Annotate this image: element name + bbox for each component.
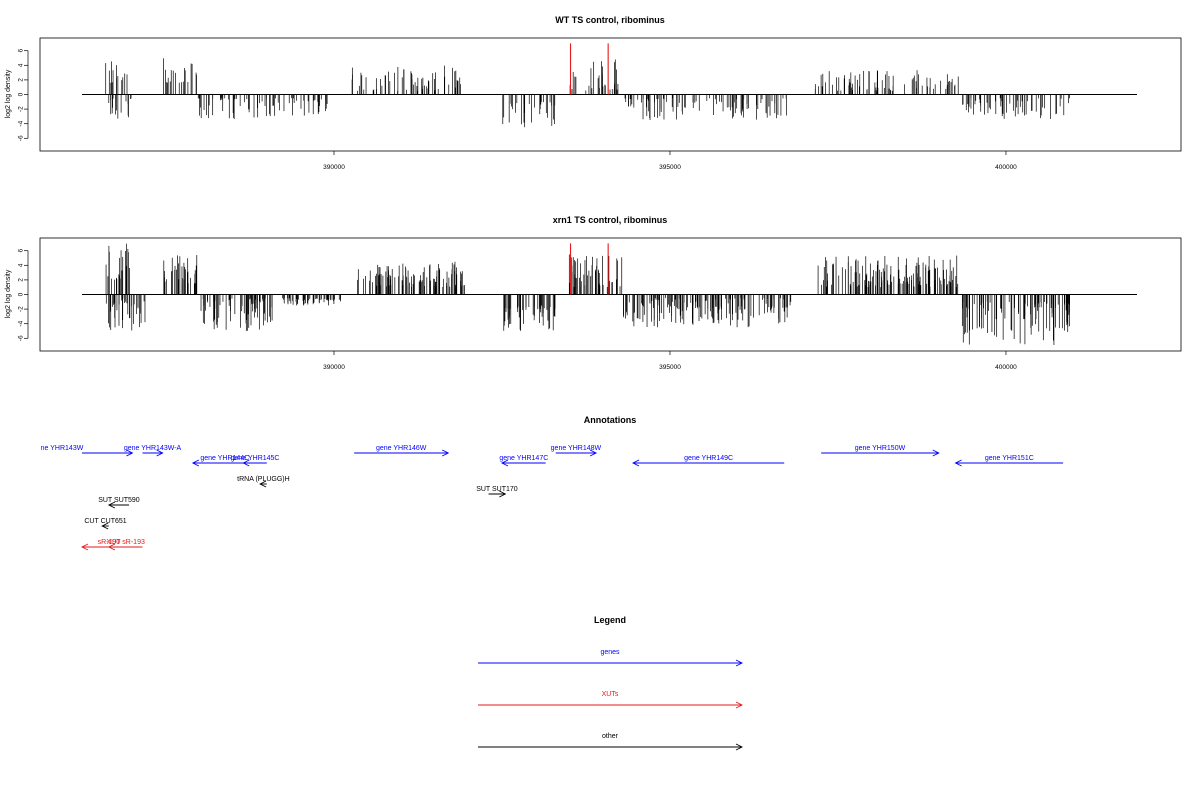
- xrn1-y-axis-label: log2 log density: [5, 269, 12, 318]
- annotation-feature: tRNA (PLUGG)H: [237, 476, 290, 488]
- annotation-feature: gene YHR150W: [821, 445, 940, 457]
- feature-label: gene YHR151C: [985, 455, 1034, 462]
- feature-label: gene YHR147C: [499, 455, 548, 462]
- legend: Legend genes XUTs other: [478, 615, 744, 751]
- y-tick-label: 2: [18, 278, 25, 282]
- xrn1-chart-panel: xrn1 TS control, ribominus log2 log dens…: [5, 215, 1182, 371]
- arrow-head: [954, 459, 962, 467]
- annotation-feature: gene YHR148W: [551, 445, 602, 457]
- feature-label: gene YHR148W: [551, 445, 602, 452]
- annotation-feature: XUT sR-193: [106, 539, 145, 551]
- x-tick-label: 400000: [995, 164, 1017, 171]
- legend-entry: other: [478, 733, 744, 751]
- feature-label: SUT SUT170: [476, 486, 518, 493]
- xrn1-highlight-lines: [569, 243, 609, 295]
- arrow-head: [107, 543, 116, 551]
- annotation-feature: SUT SUT170: [476, 486, 518, 498]
- arrow-head: [242, 459, 250, 467]
- y-tick-label: 6: [18, 49, 25, 53]
- y-tick-label: -4: [18, 320, 25, 326]
- legend-title: Legend: [594, 615, 626, 625]
- feature-label: gene YHR149C: [684, 455, 733, 462]
- y-tick-label: 2: [18, 78, 25, 82]
- wt-plot-frame: [39, 37, 1182, 152]
- legend-entry: genes: [478, 649, 744, 667]
- xrn1-plot-frame: [39, 237, 1182, 352]
- arrow-head: [932, 449, 940, 457]
- annotation-feature: gene YHR147C: [499, 455, 548, 467]
- annotation-feature: gene YHR145C: [231, 455, 280, 467]
- annotation-feature: gene YHR143W-A: [124, 445, 182, 457]
- y-tick-label: 0: [18, 92, 25, 96]
- feature-label: sR-190: [98, 539, 121, 546]
- annotation-feature: SUT SUT590: [98, 497, 140, 509]
- annotation-feature: ne YHR143W: [41, 445, 134, 457]
- legend-label: XUTs: [602, 691, 619, 698]
- wt-bars: [82, 58, 1137, 128]
- feature-label: gene YHR150W: [855, 445, 906, 452]
- legend-label: genes: [600, 649, 620, 656]
- x-tick-label: 390000: [323, 164, 345, 171]
- arrow-head: [499, 490, 507, 498]
- wt-x-axis: 390000 395000 400000: [323, 151, 1017, 171]
- annotations-track: Annotations ne YHR143W gene YHR143W-A gene…: [41, 415, 1064, 551]
- y-tick-label: -6: [18, 335, 25, 341]
- y-tick-label: 6: [18, 249, 25, 253]
- x-tick-label: 395000: [659, 364, 681, 371]
- annotation-feature: gene YHR149C: [632, 455, 785, 467]
- feature-label: gene YHR146W: [376, 445, 427, 452]
- feature-label: gene YHR143W-A: [124, 445, 182, 452]
- legend-arrow-head: [735, 701, 744, 709]
- wt-chart-panel: WT TS control, ribominus log2 log densit…: [5, 15, 1182, 171]
- feature-label: ne YHR143W: [41, 445, 84, 452]
- arrow-head: [259, 480, 267, 488]
- feature-label: SUT SUT590: [98, 497, 140, 504]
- feature-label: tRNA (PLUGG)H: [237, 476, 290, 483]
- arrow-head: [500, 459, 509, 467]
- y-tick-label: -2: [18, 106, 25, 112]
- x-tick-label: 390000: [323, 364, 345, 371]
- wt-highlight-lines: [569, 43, 609, 95]
- arrow-head: [589, 449, 598, 457]
- y-tick-label: -6: [18, 135, 25, 141]
- wt-y-axis: 6 4 2 0 -2 -4 -6: [18, 49, 29, 141]
- legend-label: other: [602, 733, 619, 740]
- annotation-feature: gene YHR146W: [354, 445, 450, 457]
- xrn1-chart-title: xrn1 TS control, ribominus: [553, 215, 668, 225]
- arrow-head: [101, 522, 109, 530]
- x-tick-label: 395000: [659, 164, 681, 171]
- legend-arrow-head: [735, 659, 744, 667]
- arrow-head: [156, 449, 164, 457]
- xrn1-bars: [82, 243, 1137, 346]
- x-tick-label: 400000: [995, 364, 1017, 371]
- annotations-title: Annotations: [584, 415, 637, 425]
- feature-label: CUT CUT651: [84, 518, 126, 525]
- y-tick-label: -2: [18, 306, 25, 312]
- feature-label: gene YHR144C: [200, 455, 249, 462]
- feature-label: XUT sR-193: [106, 539, 144, 546]
- arrow-head: [80, 543, 89, 551]
- y-tick-label: 0: [18, 292, 25, 296]
- annotation-feature: gene YHR151C: [954, 455, 1064, 467]
- y-tick-label: 4: [18, 263, 25, 267]
- arrow-head: [632, 459, 640, 467]
- wt-y-axis-label: log2 log density: [5, 69, 12, 118]
- y-tick-label: -4: [18, 120, 25, 126]
- arrow-head: [107, 501, 116, 509]
- xrn1-y-axis: 6 4 2 0 -2 -4 -6: [18, 249, 29, 341]
- arrow-head: [126, 449, 134, 457]
- y-tick-label: 4: [18, 63, 25, 67]
- wt-chart-title: WT TS control, ribominus: [555, 15, 665, 25]
- legend-arrow-head: [735, 743, 744, 751]
- xrn1-x-axis: 390000 395000 400000: [323, 351, 1017, 371]
- feature-label: gene YHR145C: [231, 455, 280, 462]
- annotation-feature: CUT CUT651: [84, 518, 127, 530]
- arrow-head: [191, 459, 200, 467]
- arrow-head: [442, 449, 450, 457]
- legend-entry: XUTs: [478, 691, 744, 709]
